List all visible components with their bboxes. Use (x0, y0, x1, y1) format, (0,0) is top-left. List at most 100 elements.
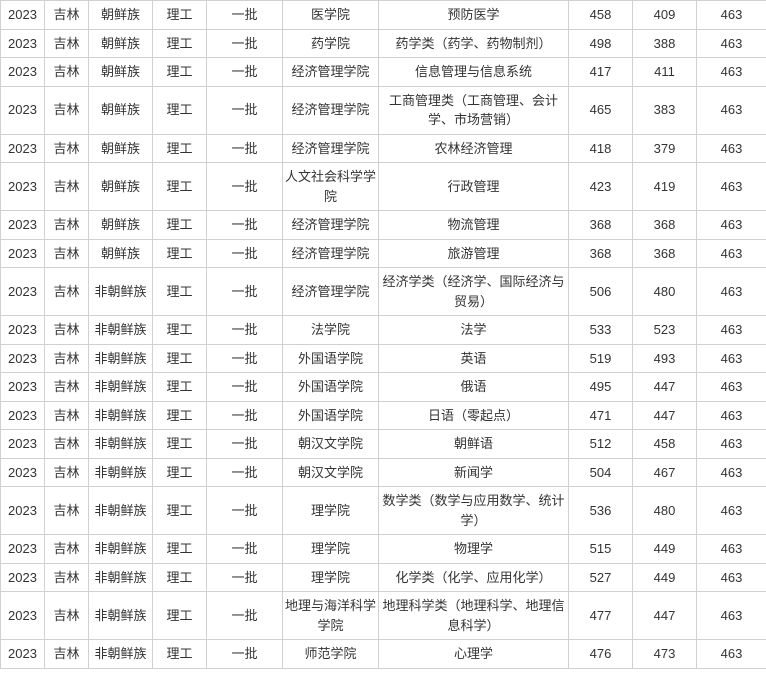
table-body: 2023吉林朝鲜族理工一批医学院预防医学4584094632023吉林朝鲜族理工… (1, 1, 766, 669)
cell-province: 吉林 (45, 563, 89, 592)
cell-college: 理学院 (283, 487, 379, 535)
cell-year: 2023 (1, 344, 45, 373)
cell-category: 理工 (153, 163, 207, 211)
cell-province: 吉林 (45, 211, 89, 240)
cell-score-c: 463 (697, 316, 766, 345)
cell-ethnicity: 非朝鲜族 (89, 535, 153, 564)
cell-year: 2023 (1, 29, 45, 58)
cell-category: 理工 (153, 535, 207, 564)
table-row: 2023吉林非朝鲜族理工一批师范学院心理学476473463 (1, 640, 766, 669)
cell-score-b: 383 (633, 86, 697, 134)
cell-score-a: 471 (569, 401, 633, 430)
cell-college: 师范学院 (283, 640, 379, 669)
cell-batch: 一批 (207, 563, 283, 592)
cell-category: 理工 (153, 487, 207, 535)
table-row: 2023吉林非朝鲜族理工一批理学院物理学515449463 (1, 535, 766, 564)
cell-score-c: 463 (697, 535, 766, 564)
cell-college: 经济管理学院 (283, 268, 379, 316)
cell-college: 药学院 (283, 29, 379, 58)
cell-score-b: 523 (633, 316, 697, 345)
cell-score-a: 506 (569, 268, 633, 316)
table-row: 2023吉林朝鲜族理工一批人文社会科学学院行政管理423419463 (1, 163, 766, 211)
cell-college: 经济管理学院 (283, 58, 379, 87)
cell-year: 2023 (1, 268, 45, 316)
cell-category: 理工 (153, 1, 207, 30)
cell-batch: 一批 (207, 401, 283, 430)
cell-province: 吉林 (45, 458, 89, 487)
cell-score-b: 388 (633, 29, 697, 58)
cell-year: 2023 (1, 1, 45, 30)
cell-score-b: 467 (633, 458, 697, 487)
cell-college: 医学院 (283, 1, 379, 30)
cell-score-a: 519 (569, 344, 633, 373)
cell-province: 吉林 (45, 401, 89, 430)
cell-score-c: 463 (697, 29, 766, 58)
cell-ethnicity: 非朝鲜族 (89, 268, 153, 316)
cell-major: 日语（零起点） (379, 401, 569, 430)
cell-major: 新闻学 (379, 458, 569, 487)
cell-score-c: 463 (697, 344, 766, 373)
table-row: 2023吉林非朝鲜族理工一批外国语学院日语（零起点）471447463 (1, 401, 766, 430)
cell-major: 俄语 (379, 373, 569, 402)
cell-major: 朝鲜语 (379, 430, 569, 459)
cell-college: 外国语学院 (283, 401, 379, 430)
cell-batch: 一批 (207, 535, 283, 564)
cell-batch: 一批 (207, 458, 283, 487)
cell-score-c: 463 (697, 640, 766, 669)
cell-province: 吉林 (45, 640, 89, 669)
cell-score-a: 417 (569, 58, 633, 87)
cell-category: 理工 (153, 344, 207, 373)
cell-college: 人文社会科学学院 (283, 163, 379, 211)
cell-province: 吉林 (45, 134, 89, 163)
cell-province: 吉林 (45, 373, 89, 402)
cell-batch: 一批 (207, 1, 283, 30)
cell-category: 理工 (153, 86, 207, 134)
cell-province: 吉林 (45, 592, 89, 640)
cell-score-b: 493 (633, 344, 697, 373)
cell-year: 2023 (1, 401, 45, 430)
cell-batch: 一批 (207, 163, 283, 211)
cell-major: 预防医学 (379, 1, 569, 30)
cell-score-c: 463 (697, 239, 766, 268)
cell-batch: 一批 (207, 373, 283, 402)
cell-score-b: 480 (633, 487, 697, 535)
cell-score-c: 463 (697, 58, 766, 87)
cell-score-a: 458 (569, 1, 633, 30)
cell-score-a: 515 (569, 535, 633, 564)
table-row: 2023吉林非朝鲜族理工一批理学院化学类（化学、应用化学）527449463 (1, 563, 766, 592)
cell-ethnicity: 朝鲜族 (89, 86, 153, 134)
cell-score-a: 477 (569, 592, 633, 640)
cell-batch: 一批 (207, 29, 283, 58)
cell-score-b: 480 (633, 268, 697, 316)
table-row: 2023吉林朝鲜族理工一批经济管理学院旅游管理368368463 (1, 239, 766, 268)
table-row: 2023吉林朝鲜族理工一批医学院预防医学458409463 (1, 1, 766, 30)
cell-college: 经济管理学院 (283, 134, 379, 163)
cell-college: 外国语学院 (283, 344, 379, 373)
cell-score-c: 463 (697, 1, 766, 30)
cell-batch: 一批 (207, 268, 283, 316)
cell-score-a: 527 (569, 563, 633, 592)
cell-category: 理工 (153, 316, 207, 345)
cell-score-b: 368 (633, 239, 697, 268)
table-row: 2023吉林非朝鲜族理工一批朝汉文学院新闻学504467463 (1, 458, 766, 487)
cell-year: 2023 (1, 239, 45, 268)
cell-score-b: 447 (633, 592, 697, 640)
cell-score-a: 423 (569, 163, 633, 211)
cell-category: 理工 (153, 563, 207, 592)
cell-province: 吉林 (45, 239, 89, 268)
cell-score-b: 368 (633, 211, 697, 240)
cell-score-b: 449 (633, 535, 697, 564)
cell-score-a: 512 (569, 430, 633, 459)
cell-ethnicity: 朝鲜族 (89, 29, 153, 58)
cell-category: 理工 (153, 268, 207, 316)
cell-year: 2023 (1, 86, 45, 134)
cell-score-a: 368 (569, 211, 633, 240)
cell-score-b: 447 (633, 373, 697, 402)
cell-ethnicity: 非朝鲜族 (89, 316, 153, 345)
cell-score-c: 463 (697, 163, 766, 211)
table-row: 2023吉林非朝鲜族理工一批经济管理学院经济学类（经济学、国际经济与贸易）506… (1, 268, 766, 316)
cell-score-a: 498 (569, 29, 633, 58)
cell-category: 理工 (153, 430, 207, 459)
cell-score-c: 463 (697, 268, 766, 316)
cell-province: 吉林 (45, 1, 89, 30)
